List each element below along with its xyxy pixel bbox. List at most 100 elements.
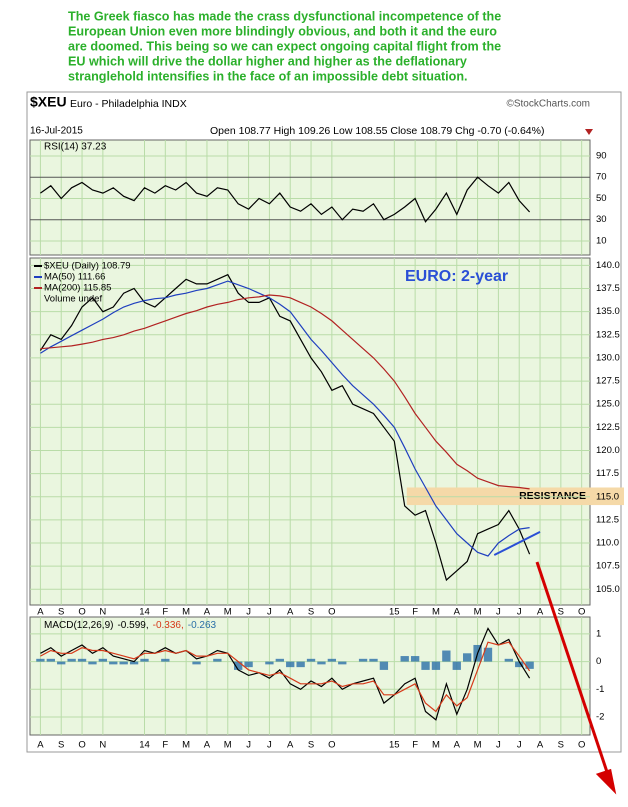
y-tick-label: 70 [596,172,607,183]
histogram-bar [515,661,524,668]
legend-entry: -0.599, [117,620,148,631]
y-tick-label: -1 [596,684,604,695]
resistance-label: RESISTANCE [519,490,586,502]
histogram-bar [265,661,274,665]
y-tick-label: 137.5 [596,283,620,294]
note-line: are doomed. This being so we can expect … [68,39,501,53]
legend-entry: MA(50) 111.66 [44,272,105,283]
x-tick-label: M [474,607,482,618]
histogram-bar [431,661,441,670]
y-tick-label: 112.5 [596,514,619,525]
y-tick-label: 140.0 [596,260,620,271]
histogram-bar [119,661,128,665]
x-tick-label: N [99,740,106,751]
panel-bg [29,139,591,256]
legend-entry: Volume undef [44,294,102,305]
histogram-bar [525,661,534,669]
histogram-bar [88,661,97,665]
down-marker [585,129,593,135]
note-line: The Greek fiasco has made the crass dysf… [68,9,501,23]
x-tick-label: M [432,607,440,618]
y-tick-label: 115.0 [596,491,619,502]
y-tick-label: 30 [596,214,607,225]
histogram-bar [129,661,139,665]
series-line [40,627,531,721]
histogram-bar [140,658,149,662]
histogram-bar [317,661,326,665]
x-tick-label: N [99,607,106,618]
x-tick-label: S [558,607,564,618]
y-tick-label: 1 [596,628,601,639]
x-tick-label: O [578,740,585,751]
x-tick-label: A [537,740,544,751]
histogram-bar [192,661,201,665]
histogram-bar [36,658,45,662]
y-tick-label: 105.0 [596,584,620,595]
x-tick-label: S [58,607,64,618]
histogram-bar [483,647,493,662]
x-tick-label: M [182,740,190,751]
histogram-bar [327,658,337,662]
x-tick-label: O [78,740,85,751]
x-tick-label: A [37,740,44,751]
y-tick-label: 135.0 [596,306,620,317]
y-tick-label: 90 [596,150,607,161]
y-tick-label: 120.0 [596,445,620,456]
y-tick-label: 130.0 [596,352,620,363]
histogram-bar [452,661,461,670]
histogram-bar [504,658,513,662]
histogram-bar [442,650,451,662]
histogram-bar [98,658,108,662]
x-tick-label: A [287,740,294,751]
x-tick-label: F [162,607,168,618]
histogram-bar [306,658,316,662]
histogram-bar [286,661,295,668]
legend-entry: -0.336, [153,620,184,631]
x-tick-label: 14 [139,607,150,618]
y-tick-label: 110.0 [596,538,619,549]
histogram-bar [67,658,76,662]
histogram-bar [379,661,389,670]
date: 16-Jul-2015 [30,126,83,137]
x-tick-label: A [204,740,211,751]
note-line: EU which will drive the dollar higher an… [68,54,467,68]
histogram-bar [275,658,284,662]
series-line [40,176,531,223]
x-tick-label: J [517,740,522,751]
annotation: EURO: 2-year [405,268,508,285]
histogram-bar [358,658,368,662]
y-tick-label: 122.5 [596,422,620,433]
panel-bg [29,257,591,606]
y-tick-label: 107.5 [596,561,620,572]
y-tick-label: 50 [596,193,607,204]
series-line [40,294,530,490]
x-tick-label: J [246,740,251,751]
panel-bg [29,616,591,736]
x-tick-label: M [474,740,482,751]
y-tick-label: -2 [596,712,604,723]
legend-entry: $XEU (Daily) 108.79 [44,261,131,272]
x-tick-label: A [287,607,294,618]
histogram-bar [109,661,118,665]
legend-entry: MA(200) 115.85 [44,283,111,294]
x-tick-label: O [328,740,335,751]
x-tick-label: O [328,607,335,618]
series-line [39,273,531,582]
x-tick-label: F [412,607,418,618]
histogram-bar [463,653,472,662]
histogram-bar [57,661,66,665]
symbol-name: Euro - Philadelphia INDX [70,98,187,110]
histogram-bar [244,661,253,668]
histogram-bar [77,658,87,662]
histogram-bar [213,658,222,662]
x-tick-label: S [308,740,314,751]
x-tick-label: A [454,607,461,618]
histogram-bar [400,656,409,662]
x-tick-label: A [537,607,544,618]
x-tick-label: A [37,607,44,618]
histogram-bar [296,661,305,668]
x-tick-label: M [224,740,232,751]
x-tick-label: J [246,607,251,618]
x-tick-label: J [517,607,522,618]
